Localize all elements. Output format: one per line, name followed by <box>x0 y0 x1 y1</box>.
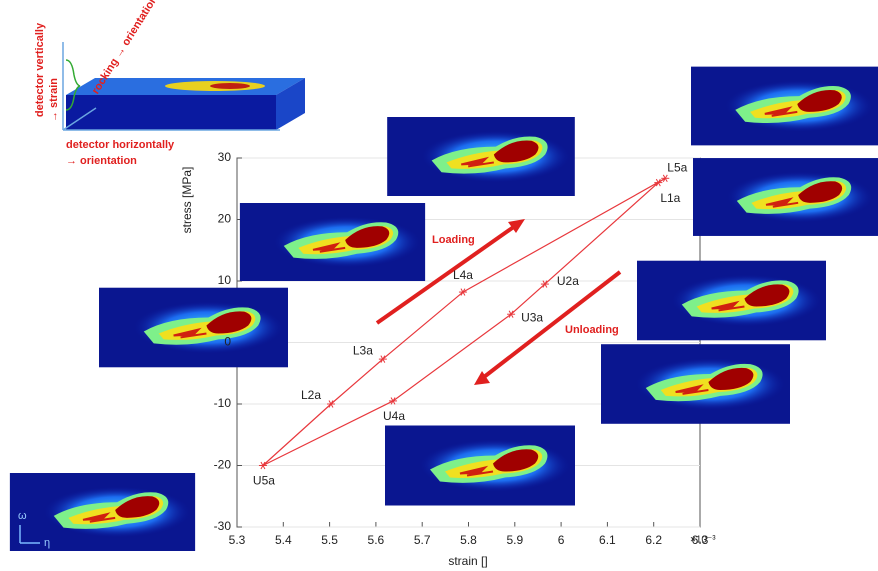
x-tick-label: 5.6 <box>368 533 385 547</box>
schematic-label: detector horizontally <box>66 139 175 151</box>
data-point <box>389 397 398 405</box>
x-tick-label: 5.8 <box>460 533 477 547</box>
marker-stroke <box>260 461 266 470</box>
y-tick-label: 30 <box>218 150 232 164</box>
x-axis-label: strain [] <box>448 554 487 568</box>
point-label: L2a <box>301 388 321 402</box>
x-tick-label: 6.1 <box>599 533 616 547</box>
inset-image <box>386 117 576 196</box>
data-line <box>262 177 666 467</box>
arrows: Loading Unloading <box>375 219 622 385</box>
x-tick-label: 5.3 <box>229 533 246 547</box>
point-label: L4a <box>453 268 473 282</box>
data-point <box>458 288 467 296</box>
inset-axis-label: ω <box>18 510 27 522</box>
x-tick-label: 5.4 <box>275 533 292 547</box>
data-point <box>540 280 549 288</box>
marker-stroke <box>542 280 548 288</box>
marker-stroke <box>508 310 514 318</box>
x-tick-label: 5.9 <box>506 533 523 547</box>
slab-side <box>276 78 305 130</box>
y-tick-label: 0 <box>224 335 231 349</box>
point-label: U2a <box>557 274 579 288</box>
rocking-curve <box>65 59 81 111</box>
y-tick-label: 10 <box>218 273 232 287</box>
schematic-label: → orientation <box>66 155 137 167</box>
axis-arrow <box>62 107 97 131</box>
inset-image <box>99 287 288 368</box>
point-label: U5a <box>253 474 275 488</box>
inset-axis-label: η <box>44 537 50 549</box>
loading-arrow <box>375 224 517 325</box>
x-tick-label: 6 <box>558 533 565 547</box>
data-point <box>258 461 267 470</box>
x-tick-label: 6.2 <box>645 533 662 547</box>
marker-stroke <box>662 174 668 183</box>
y-tick-label: 20 <box>218 212 232 226</box>
inset-image <box>637 260 826 341</box>
inset-image <box>385 425 575 506</box>
slab-blob <box>210 83 250 89</box>
inset-image <box>693 157 878 237</box>
marker-stroke <box>655 178 661 187</box>
point-label: U4a <box>383 409 405 423</box>
annotation: Loading <box>432 234 475 246</box>
x-tick-label: 6.3 <box>692 533 709 547</box>
arrow-head <box>474 371 490 385</box>
inset-image <box>691 65 878 147</box>
inset-image <box>601 344 790 424</box>
point-label: L1a <box>660 191 680 205</box>
data-point <box>326 400 335 408</box>
marker-stroke <box>460 288 466 296</box>
point-label: L5a <box>667 160 687 174</box>
inset-image <box>238 203 427 281</box>
point-label: L3a <box>353 343 373 357</box>
arrow-head <box>508 219 525 233</box>
unloading-arrow <box>482 270 622 379</box>
diffraction-images: ω η <box>8 65 878 551</box>
data-point <box>654 178 663 187</box>
annotation: Unloading <box>565 324 619 336</box>
data-point <box>507 310 516 318</box>
y-tick-label: -10 <box>214 396 232 410</box>
y-tick-label: -30 <box>214 519 232 533</box>
slab-front <box>66 95 276 130</box>
x-tick-label: 5.5 <box>321 533 338 547</box>
y-axis-label: stress [MPa] <box>180 167 194 234</box>
marker-stroke <box>390 397 396 405</box>
schematic-label: → strain <box>48 78 60 122</box>
x-tick-label: 5.7 <box>414 533 431 547</box>
inset-image <box>8 473 197 551</box>
point-label: U3a <box>521 310 543 324</box>
schematic: detector vertically → strain rocking → o… <box>34 0 305 167</box>
schematic-label: detector vertically <box>34 22 46 117</box>
x-exponent: ×10⁻³ <box>690 535 716 546</box>
data-point <box>378 355 387 363</box>
y-tick-label: -20 <box>214 458 232 472</box>
marker-stroke <box>328 400 334 408</box>
marker-stroke <box>380 355 386 363</box>
data-point <box>661 174 670 183</box>
